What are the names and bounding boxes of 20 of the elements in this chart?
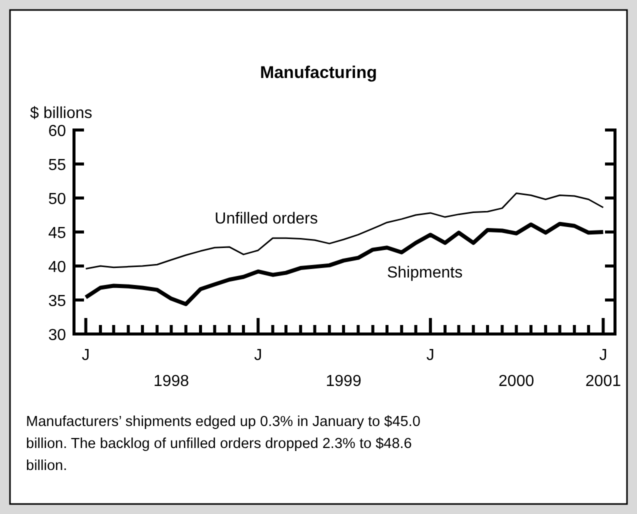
annotation: J xyxy=(254,347,262,364)
y-tick-label: 40 xyxy=(48,259,66,276)
x-tick-label: 1998 xyxy=(153,373,190,390)
annotation: J xyxy=(426,347,434,364)
y-axis-title: $ billions xyxy=(30,105,92,122)
y-tick-label: 55 xyxy=(48,157,66,174)
y-tick-label: 50 xyxy=(48,191,66,208)
annotation: J xyxy=(599,347,608,364)
x-tick-label: 1999 xyxy=(326,373,362,390)
y-tick-label: 45 xyxy=(48,225,66,242)
x-tick-label: 2000 xyxy=(498,373,534,390)
x-tick-label: 2001 xyxy=(585,373,622,390)
y-tick-label: 60 xyxy=(48,123,66,140)
chart-title: Manufacturing xyxy=(260,63,378,82)
series-label: Unfilled orders xyxy=(214,210,318,228)
y-tick-label: 30 xyxy=(48,327,66,344)
annotation: J xyxy=(82,347,90,364)
series-label: Shipments xyxy=(386,264,463,282)
y-tick-label: 35 xyxy=(48,293,66,310)
text: Manufacturers’ shipments edged up 0.3% in January to $45.0 billion. The backlog of unfilled orders dropped 2.3% to $48.6 billion. xyxy=(26,414,420,474)
